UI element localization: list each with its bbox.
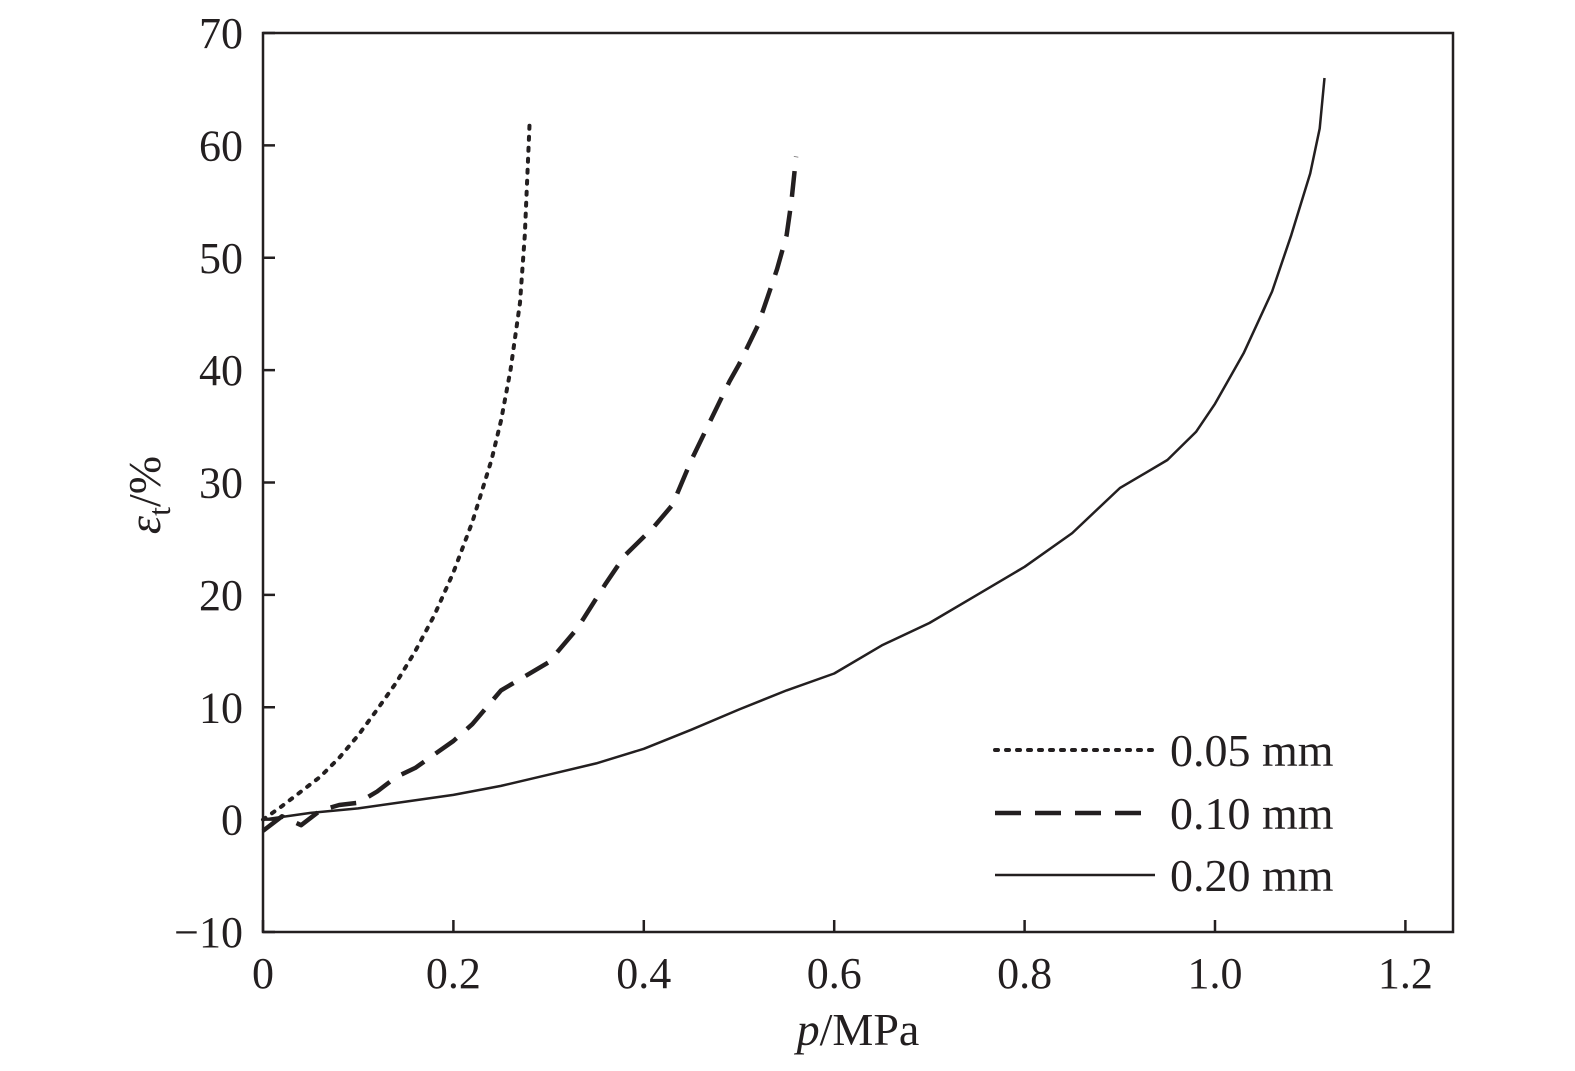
series-line-0-05-mm xyxy=(261,120,532,822)
x-tick-label: 0.2 xyxy=(426,949,481,998)
x-axis-title: p/MPa xyxy=(794,1004,920,1055)
y-tick-label: 60 xyxy=(199,121,243,170)
x-tick-label: 0 xyxy=(252,949,274,998)
series-line-0-10-mm xyxy=(261,156,799,833)
y-tick-label: 0 xyxy=(221,796,243,845)
legend-label: 0.10 mm xyxy=(1170,788,1334,839)
legend: 0.05 mm 0.10 mm 0.20 mm xyxy=(993,725,1334,901)
x-tick-label: 0.8 xyxy=(997,949,1052,998)
y-tick-label: −10 xyxy=(174,908,243,957)
series-layer xyxy=(261,77,1326,833)
series-line-0-20-mm xyxy=(262,77,1326,821)
legend-label: 0.20 mm xyxy=(1170,850,1334,901)
legend-label: 0.05 mm xyxy=(1170,725,1334,776)
y-tick-label: 30 xyxy=(199,459,243,508)
y-tick-label: 70 xyxy=(199,9,243,58)
y-tick-label: 50 xyxy=(199,234,243,283)
y-tick-label: 40 xyxy=(199,346,243,395)
x-tick-label: 0.6 xyxy=(807,949,862,998)
y-tick-label: 10 xyxy=(199,683,243,732)
x-tick-label: 0.4 xyxy=(616,949,671,998)
y-tick-label: 20 xyxy=(199,571,243,620)
y-axis-title: εt/% xyxy=(119,456,177,534)
x-tick-label: 1.0 xyxy=(1188,949,1243,998)
x-tick-label: 1.2 xyxy=(1378,949,1433,998)
